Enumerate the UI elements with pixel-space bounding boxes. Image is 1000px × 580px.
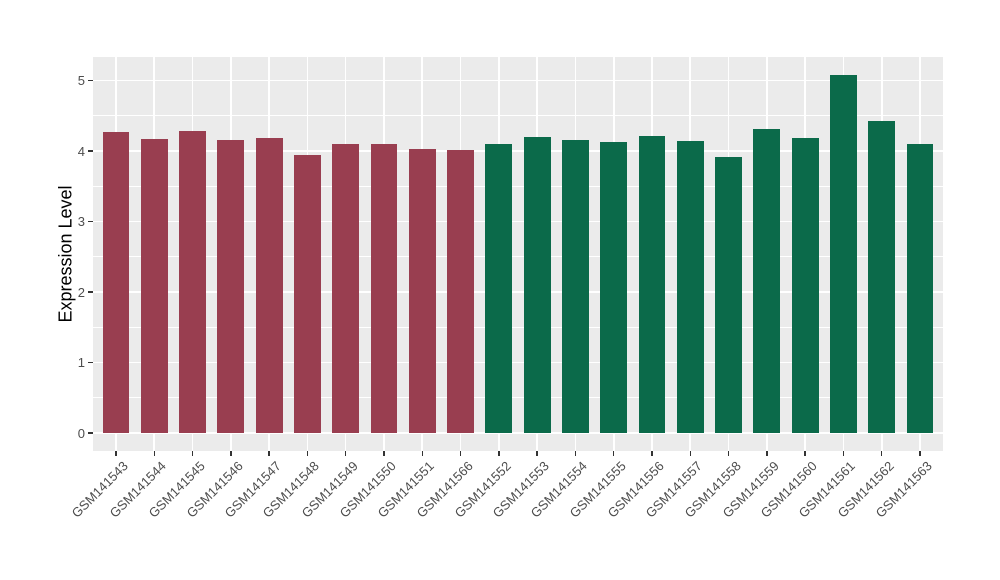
minor-gridline	[93, 397, 943, 399]
bar-GSM141552	[485, 144, 513, 434]
y-tick-label: 0	[77, 425, 85, 441]
y-tick-mark	[88, 150, 93, 152]
y-tick-mark	[88, 361, 93, 364]
x-tick-mark	[880, 451, 883, 456]
y-tick-mark	[88, 220, 93, 223]
x-tick-mark	[536, 451, 538, 456]
bar-GSM141547	[255, 137, 283, 434]
bar-GSM141561	[830, 74, 857, 434]
x-tick-mark	[766, 451, 768, 456]
bar-GSM141546	[217, 140, 245, 434]
plot-panel	[93, 57, 943, 451]
x-tick-mark	[153, 451, 155, 456]
y-axis-title: Expression Level	[55, 185, 76, 323]
x-tick-mark	[459, 451, 462, 456]
x-tick-mark	[421, 451, 424, 456]
bar-GSM141558	[715, 157, 742, 434]
minor-gridline	[93, 185, 943, 187]
bar-GSM141563	[906, 144, 934, 434]
x-tick-mark	[115, 451, 117, 456]
minor-gridline	[93, 115, 943, 117]
x-tick-mark	[689, 451, 692, 456]
bar-GSM141556	[638, 135, 666, 434]
bar-GSM141548	[294, 154, 321, 434]
y-tick-label: 5	[77, 73, 85, 89]
x-tick-mark	[612, 451, 615, 456]
major-gridline	[93, 291, 943, 293]
x-tick-mark	[344, 451, 347, 456]
bar-GSM141549	[332, 144, 360, 434]
y-tick-label: 4	[77, 143, 85, 159]
x-tick-mark	[842, 451, 845, 456]
bar-GSM141560	[791, 138, 819, 434]
x-tick-mark	[727, 451, 730, 456]
major-gridline	[93, 432, 943, 434]
bar-GSM141554	[562, 140, 589, 434]
x-tick-mark	[919, 451, 921, 456]
y-tick-mark	[88, 291, 93, 293]
y-tick-label: 3	[77, 214, 85, 230]
bar-GSM141555	[600, 141, 628, 434]
bar-GSM141562	[868, 120, 896, 434]
x-tick-mark	[306, 451, 309, 456]
bar-GSM141559	[753, 129, 781, 434]
y-tick-mark	[88, 432, 93, 434]
major-gridline	[93, 150, 943, 152]
major-gridline	[93, 361, 943, 364]
x-tick-mark	[574, 451, 577, 456]
x-tick-mark	[191, 451, 194, 456]
major-gridline	[93, 220, 943, 223]
bar-GSM141553	[523, 136, 551, 434]
bar-GSM141545	[179, 130, 206, 434]
x-tick-mark	[230, 451, 232, 456]
x-tick-mark	[498, 451, 500, 456]
x-tick-mark	[268, 451, 270, 456]
x-tick-mark	[383, 451, 385, 456]
bar-GSM141557	[676, 141, 704, 434]
y-tick-label: 1	[77, 355, 85, 371]
x-tick-mark	[804, 451, 806, 456]
minor-gridline	[93, 256, 943, 258]
x-tick-mark	[651, 451, 653, 456]
bar-GSM141551	[408, 148, 436, 434]
y-tick-label: 2	[77, 284, 85, 300]
y-tick-mark	[88, 79, 93, 82]
minor-gridline	[93, 326, 943, 328]
bar-GSM141543	[102, 132, 130, 434]
major-gridline	[93, 79, 943, 82]
bar-GSM141550	[370, 144, 398, 434]
bar-GSM141566	[447, 149, 474, 434]
bar-GSM141544	[140, 139, 168, 434]
